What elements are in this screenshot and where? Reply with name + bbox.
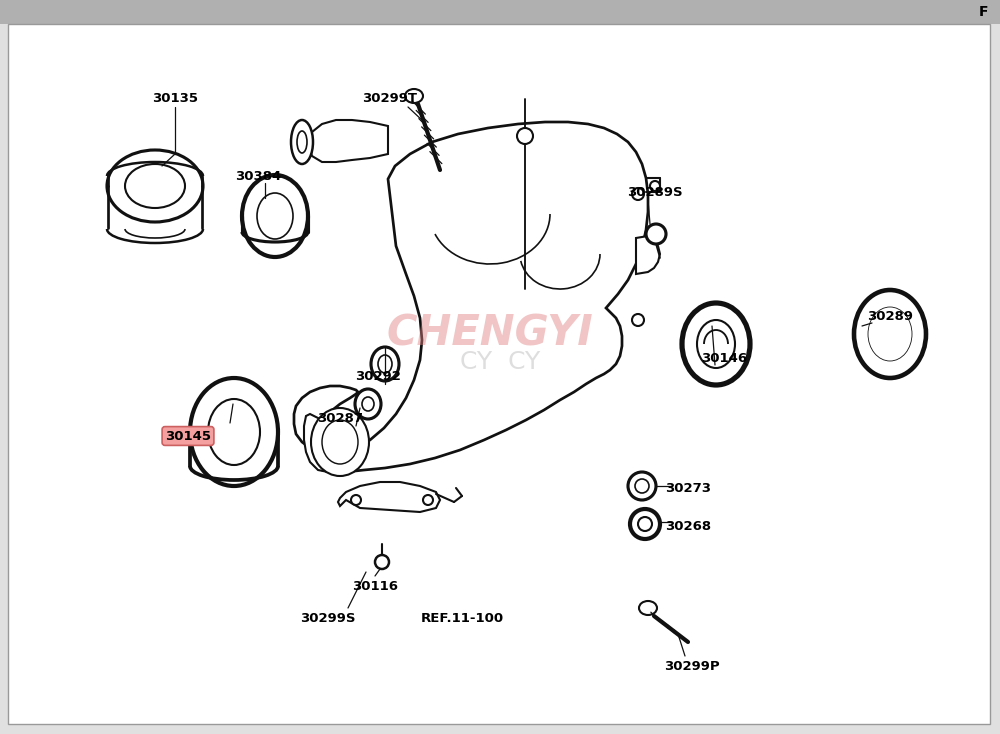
Ellipse shape <box>297 131 307 153</box>
Circle shape <box>630 509 660 539</box>
Circle shape <box>632 314 644 326</box>
Circle shape <box>650 181 660 191</box>
Text: 30146: 30146 <box>701 352 747 365</box>
Circle shape <box>351 495 361 505</box>
Text: REF.11-100: REF.11-100 <box>420 611 504 625</box>
Ellipse shape <box>697 320 735 368</box>
Ellipse shape <box>322 420 358 464</box>
Text: 30145: 30145 <box>165 429 211 443</box>
Ellipse shape <box>291 120 313 164</box>
Text: 30299T: 30299T <box>362 92 418 106</box>
Circle shape <box>628 472 656 500</box>
Circle shape <box>423 495 433 505</box>
Circle shape <box>646 224 666 244</box>
Text: 30289: 30289 <box>867 310 913 322</box>
Ellipse shape <box>208 399 260 465</box>
Circle shape <box>632 188 644 200</box>
Text: 30299P: 30299P <box>664 660 720 672</box>
Text: 30289S: 30289S <box>627 186 683 198</box>
Ellipse shape <box>362 397 374 411</box>
Circle shape <box>635 479 649 493</box>
Text: 30292: 30292 <box>355 371 401 383</box>
Ellipse shape <box>355 389 381 419</box>
Ellipse shape <box>868 307 912 361</box>
Text: 30299S: 30299S <box>300 611 356 625</box>
Ellipse shape <box>190 378 278 486</box>
Text: 30273: 30273 <box>665 482 711 495</box>
Text: 30135: 30135 <box>152 92 198 106</box>
Ellipse shape <box>639 601 657 615</box>
Text: 30384: 30384 <box>235 170 281 183</box>
Ellipse shape <box>242 175 308 257</box>
Ellipse shape <box>682 303 750 385</box>
Ellipse shape <box>107 150 203 222</box>
Circle shape <box>638 517 652 531</box>
Ellipse shape <box>854 290 926 378</box>
Circle shape <box>375 555 389 569</box>
Polygon shape <box>294 122 648 472</box>
Polygon shape <box>636 236 660 274</box>
Circle shape <box>517 128 533 144</box>
Text: 30116: 30116 <box>352 580 398 592</box>
Ellipse shape <box>125 164 185 208</box>
Text: 30287: 30287 <box>317 413 363 426</box>
Text: CY  CY: CY CY <box>460 350 540 374</box>
Ellipse shape <box>311 408 369 476</box>
Ellipse shape <box>371 347 399 381</box>
Text: CHENGYI: CHENGYI <box>387 313 593 355</box>
Text: F: F <box>978 5 988 19</box>
Text: 30268: 30268 <box>665 520 711 532</box>
Bar <box>0 0 1000 24</box>
Ellipse shape <box>405 89 423 103</box>
Ellipse shape <box>257 193 293 239</box>
Polygon shape <box>338 482 440 512</box>
Polygon shape <box>304 414 350 472</box>
Ellipse shape <box>378 355 392 373</box>
Polygon shape <box>308 120 388 162</box>
